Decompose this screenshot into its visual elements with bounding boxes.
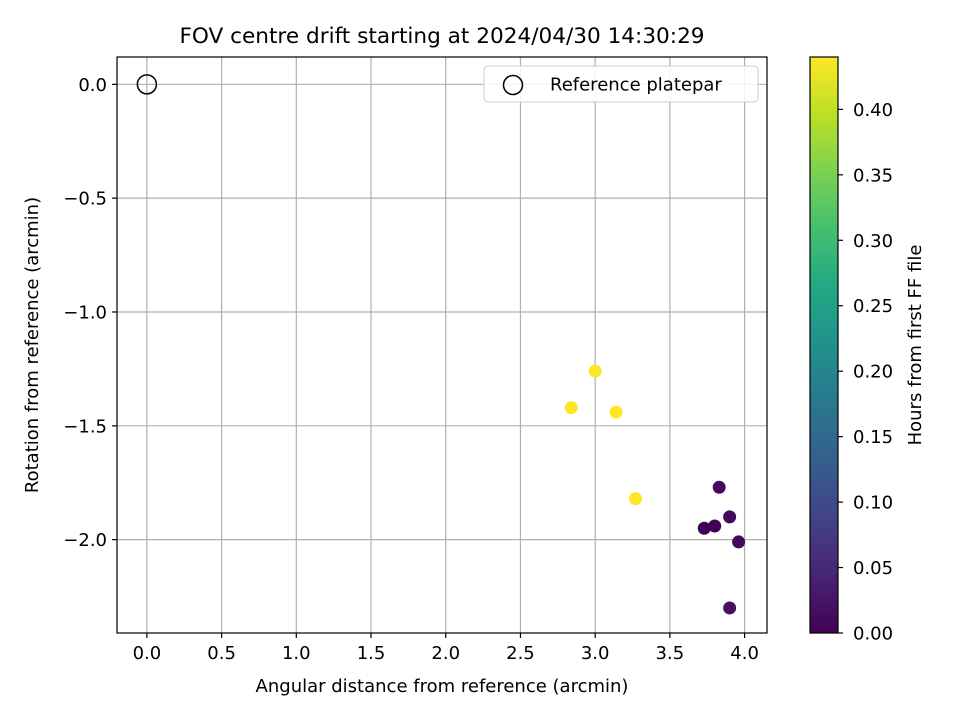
scatter-point bbox=[564, 401, 578, 415]
scatter-point bbox=[723, 510, 737, 524]
x-tick-label: 3.0 bbox=[581, 643, 610, 664]
scatter-point bbox=[609, 405, 623, 419]
x-tick-label: 1.0 bbox=[282, 643, 311, 664]
colorbar-tick-label: 0.10 bbox=[853, 493, 893, 514]
legend: Reference platepar bbox=[483, 65, 759, 103]
reference-platepar-point bbox=[136, 74, 158, 95]
y-tick-label: −1.5 bbox=[63, 416, 107, 437]
colorbar-tick-label: 0.25 bbox=[853, 296, 893, 317]
colorbar-tick-label: 0.20 bbox=[853, 362, 893, 383]
x-tick-label: 1.5 bbox=[357, 643, 386, 664]
scatter-point bbox=[723, 601, 737, 615]
colorbar-tick-label: 0.05 bbox=[853, 558, 893, 579]
scatter-point bbox=[588, 364, 602, 378]
scatter-point bbox=[629, 492, 643, 506]
colorbar-tick-label: 0.40 bbox=[853, 100, 893, 121]
y-tick-label: −0.5 bbox=[63, 189, 107, 210]
y-tick-label: −1.0 bbox=[63, 302, 107, 323]
plot-frame bbox=[116, 56, 768, 634]
y-tick-label: 0.0 bbox=[78, 75, 107, 96]
scatter-point bbox=[697, 521, 711, 535]
data-points bbox=[136, 74, 746, 615]
grid-lines bbox=[117, 57, 767, 633]
colorbar-tick-label: 0.00 bbox=[853, 624, 893, 645]
x-tick-label: 2.5 bbox=[506, 643, 535, 664]
legend-marker-icon bbox=[502, 74, 524, 96]
colorbar: 0.00 0.05 0.10 0.15 0.20 0.25 0.30 0.35 0.40 Hou… bbox=[809, 56, 926, 645]
colorbar-tick-label: 0.15 bbox=[853, 427, 893, 448]
colorbar-gradient bbox=[810, 57, 838, 633]
colorbar-label: Hours from first FF file bbox=[905, 245, 926, 446]
scatter-point bbox=[732, 535, 746, 549]
scatter-point bbox=[712, 480, 726, 494]
colorbar-tick-label: 0.30 bbox=[853, 231, 893, 252]
legend-box bbox=[483, 65, 759, 103]
x-tick-label: 0.5 bbox=[207, 643, 236, 664]
y-tick-label: −2.0 bbox=[63, 530, 107, 551]
x-axis-ticks: 0.0 0.5 1.0 1.5 2.0 2.5 3.0 3.5 4.0 bbox=[133, 633, 759, 664]
scatter-point bbox=[708, 519, 722, 533]
x-axis-label: Angular distance from reference (arcmin) bbox=[256, 676, 629, 697]
x-tick-label: 3.5 bbox=[656, 643, 685, 664]
y-axis-ticks: 0.0 −0.5 −1.0 −1.5 −2.0 bbox=[63, 75, 117, 551]
chart-title: FOV centre drift starting at 2024/04/30 … bbox=[179, 24, 704, 49]
x-tick-label: 2.0 bbox=[431, 643, 460, 664]
x-tick-label: 4.0 bbox=[730, 643, 759, 664]
y-axis-label: Rotation from reference (arcmin) bbox=[22, 197, 43, 493]
x-tick-label: 0.0 bbox=[133, 643, 162, 664]
colorbar-ticks: 0.00 0.05 0.10 0.15 0.20 0.25 0.30 0.35 0.40 bbox=[838, 100, 893, 645]
legend-entry-reference: Reference platepar bbox=[550, 75, 722, 96]
colorbar-tick-label: 0.35 bbox=[853, 165, 893, 186]
colorbar-frame bbox=[809, 56, 839, 634]
